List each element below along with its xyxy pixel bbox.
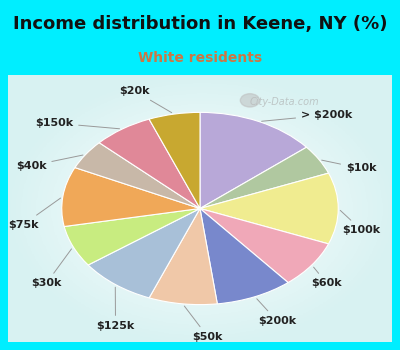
Text: $60k: $60k xyxy=(312,267,342,288)
Text: $150k: $150k xyxy=(35,118,120,129)
Wedge shape xyxy=(75,143,200,209)
Wedge shape xyxy=(200,112,306,209)
Wedge shape xyxy=(149,112,200,209)
Wedge shape xyxy=(200,147,328,209)
Text: $200k: $200k xyxy=(257,299,296,326)
Text: > $200k: > $200k xyxy=(262,110,352,121)
Text: $100k: $100k xyxy=(340,210,380,235)
Text: $30k: $30k xyxy=(31,249,72,288)
Wedge shape xyxy=(99,119,200,209)
Text: $10k: $10k xyxy=(322,160,376,174)
Text: City-Data.com: City-Data.com xyxy=(250,97,319,107)
Text: Income distribution in Keene, NY (%): Income distribution in Keene, NY (%) xyxy=(13,15,387,33)
Wedge shape xyxy=(62,168,200,226)
Wedge shape xyxy=(200,209,328,282)
Wedge shape xyxy=(200,209,288,304)
Wedge shape xyxy=(64,209,200,265)
Text: $40k: $40k xyxy=(16,155,83,171)
Text: White residents: White residents xyxy=(138,51,262,65)
Wedge shape xyxy=(149,209,217,304)
Wedge shape xyxy=(88,209,200,298)
Wedge shape xyxy=(200,173,338,244)
Circle shape xyxy=(240,94,260,107)
Text: $50k: $50k xyxy=(184,306,223,342)
Text: $125k: $125k xyxy=(96,287,135,331)
Text: $20k: $20k xyxy=(120,86,172,113)
Text: $75k: $75k xyxy=(8,198,60,230)
